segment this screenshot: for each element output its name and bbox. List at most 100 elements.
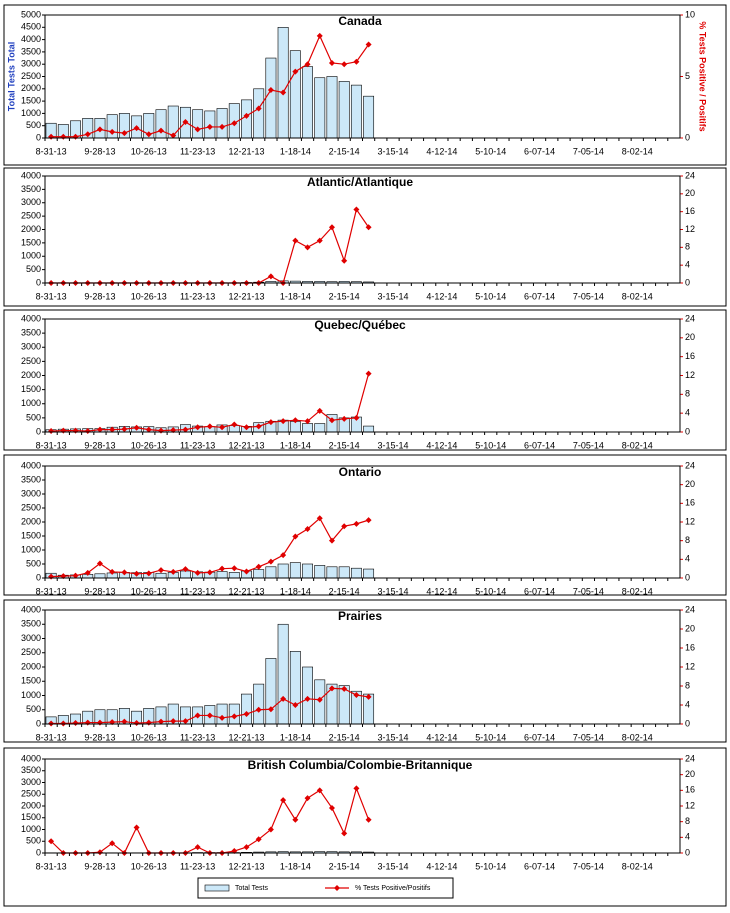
marker [109, 568, 116, 575]
plot-frame [44, 609, 681, 725]
x-tick-label: 4-12-14 [426, 440, 457, 450]
plot-frame [44, 14, 681, 139]
x-tick-label: 5-10-14 [475, 861, 506, 871]
legend-label: % Tests Positive/Positifs [355, 885, 431, 892]
bar [338, 566, 350, 579]
bar [363, 95, 375, 139]
marker [292, 702, 299, 708]
marker [243, 844, 250, 851]
marker [72, 720, 79, 727]
marker [121, 426, 128, 433]
y-tick-label: 2500 [21, 211, 41, 221]
marker [353, 692, 360, 699]
x-tick-label: 12-21-13 [228, 291, 264, 301]
marker [133, 570, 140, 577]
x-tick-label: 8-31-13 [36, 586, 67, 596]
x-tick-label: 8-02-14 [622, 861, 653, 871]
x-tick-label: 7-05-14 [573, 146, 604, 156]
y2-tick-label: 24 [685, 170, 695, 180]
bar [302, 423, 313, 433]
x-tick-label: 2-15-14 [329, 440, 360, 450]
y-tick-label: 0 [36, 132, 41, 142]
x-tick-label: 11-23-13 [180, 732, 215, 742]
y2-tick-label: 20 [685, 479, 695, 489]
marker [158, 567, 165, 574]
x-tick-label: 5-10-14 [475, 146, 506, 156]
x-tick-label: 8-02-14 [622, 146, 653, 156]
x-tick-label: 1-18-14 [280, 440, 311, 450]
x-tick-label: 6-07-14 [524, 291, 555, 301]
bar [241, 693, 252, 725]
marker [133, 125, 140, 132]
chart-title: British Columbia/Colombie-Britannique [248, 758, 473, 772]
y-tick-label: 0 [36, 847, 41, 857]
marker [133, 720, 140, 727]
marker [145, 131, 152, 138]
y-tick-label: 0 [36, 572, 41, 582]
y2-tick-label: 0 [685, 426, 690, 436]
chart-title: Atlantic/Atlantique [307, 175, 413, 189]
y2-tick-label: 20 [685, 332, 695, 342]
marker [365, 816, 372, 823]
marker [280, 89, 287, 96]
x-tick-label: 10-26-13 [131, 586, 167, 596]
x-tick-label: 6-07-14 [524, 586, 555, 596]
y-tick-label: 2500 [21, 356, 41, 366]
marker [206, 423, 213, 430]
x-tick-label: 10-26-13 [131, 732, 167, 742]
panel-frame [3, 167, 727, 307]
x-tick-label: 6-07-14 [524, 732, 555, 742]
marker [280, 695, 287, 702]
y2-tick-label: 0 [685, 572, 690, 582]
y-tick-label: 3000 [21, 59, 41, 69]
x-tick-label: 1-18-14 [280, 586, 311, 596]
marker [316, 787, 323, 794]
marker [84, 131, 91, 138]
marker [109, 426, 116, 433]
marker [84, 569, 91, 576]
x-tick-label: 9-28-13 [84, 732, 115, 742]
x-tick-label: 6-07-14 [524, 440, 555, 450]
marker [292, 68, 299, 75]
marker [316, 515, 323, 522]
y-tick-label: 500 [26, 836, 41, 846]
marker [353, 414, 360, 421]
y-tick-label: 2500 [21, 502, 41, 512]
bar [253, 88, 265, 139]
line [50, 786, 370, 854]
marker [243, 112, 250, 119]
y-tick-label: 4000 [21, 34, 41, 44]
x-tick-label: 6-07-14 [524, 146, 555, 156]
x-tick-label: 10-26-13 [131, 861, 167, 871]
marker [267, 558, 274, 565]
legend-label: Total Tests [235, 885, 268, 892]
x-tick-label: 7-05-14 [573, 732, 604, 742]
y-tick-label: 0 [36, 277, 41, 287]
x-tick-label: 4-12-14 [426, 586, 457, 596]
x-tick-label: 7-05-14 [573, 440, 604, 450]
y2-tick-label: 0 [685, 718, 690, 728]
marker [267, 826, 274, 833]
y-tick-label: 3000 [21, 777, 41, 787]
y-tick-label: 5000 [21, 9, 41, 19]
x-tick-label: 10-26-13 [131, 146, 167, 156]
y2-tick-label: 24 [685, 604, 695, 614]
y-tick-label: 3500 [21, 46, 41, 56]
bar [216, 703, 228, 725]
marker [341, 415, 348, 422]
marker [109, 128, 116, 135]
x-tick-label: 3-15-14 [378, 291, 409, 301]
x-tick-label: 12-21-13 [228, 146, 264, 156]
marker [255, 836, 262, 843]
y-tick-label: 3500 [21, 765, 41, 775]
x-tick-label: 1-18-14 [280, 146, 311, 156]
marker [219, 714, 226, 721]
x-tick-label: 3-15-14 [378, 586, 409, 596]
marker [328, 804, 335, 811]
marker [60, 427, 67, 434]
marker [365, 517, 372, 524]
x-tick-label: 9-28-13 [84, 291, 115, 301]
y-tick-label: 1500 [21, 384, 41, 394]
y2-tick-label: 16 [685, 642, 695, 652]
y-tick-label: 2000 [21, 800, 41, 810]
